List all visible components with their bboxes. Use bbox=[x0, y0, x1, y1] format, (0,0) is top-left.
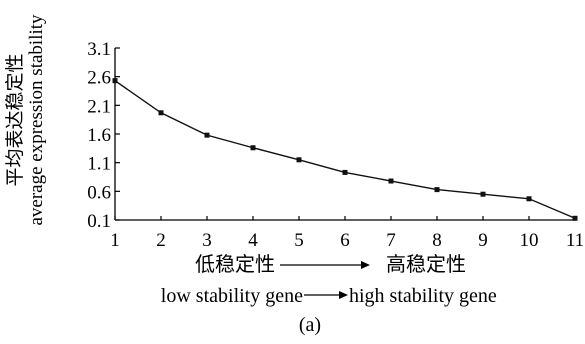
y-tick-label: 0.1 bbox=[87, 211, 111, 232]
data-point bbox=[112, 78, 118, 84]
x-tick-label: 10 bbox=[520, 230, 539, 251]
y-ticks: 0.1 0.6 1.1 1.6 2.1 2.6 3.1 bbox=[87, 39, 120, 232]
data-point bbox=[526, 196, 532, 202]
data-point bbox=[342, 169, 348, 175]
plot-area bbox=[112, 78, 578, 221]
data-point bbox=[204, 132, 210, 138]
x-tick-label: 7 bbox=[386, 230, 396, 251]
data-point bbox=[480, 191, 486, 197]
x-label-cn-right: 高稳定性 bbox=[386, 253, 466, 276]
x-tick-label: 5 bbox=[294, 230, 304, 251]
y-tick-label: 2.6 bbox=[87, 68, 111, 89]
x-label-en-left: low stability gene bbox=[161, 285, 303, 307]
x-tick-label: 6 bbox=[340, 230, 350, 251]
x-label-cn-arrowhead bbox=[361, 261, 370, 269]
x-tick-label: 11 bbox=[566, 230, 584, 251]
y-tick-label: 3.1 bbox=[87, 39, 111, 60]
series-line bbox=[114, 80, 576, 219]
x-ticks: 1 2 3 4 5 6 7 8 9 10 11 bbox=[110, 216, 584, 251]
x-label-cn-left: 低稳定性 bbox=[195, 253, 275, 276]
y-tick-label: 1.6 bbox=[87, 125, 111, 146]
data-point bbox=[388, 178, 394, 184]
x-tick-label: 9 bbox=[478, 230, 488, 251]
data-point bbox=[158, 110, 164, 116]
x-tick-label: 8 bbox=[432, 230, 442, 251]
data-point bbox=[434, 187, 440, 193]
x-label-en-arrowhead bbox=[339, 291, 348, 299]
figure-caption: (a) bbox=[299, 314, 321, 336]
y-tick-label: 0.6 bbox=[87, 182, 111, 203]
y-tick-label: 2.1 bbox=[87, 96, 111, 117]
x-tick-label: 3 bbox=[202, 230, 212, 251]
y-axis-label-en: average expression stability bbox=[26, 14, 47, 226]
data-point bbox=[250, 145, 256, 151]
y-axis-label-cn: 平均表达稳定性 bbox=[4, 53, 26, 186]
x-tick-label: 2 bbox=[156, 230, 166, 251]
x-tick-label: 4 bbox=[248, 230, 258, 251]
data-point bbox=[572, 215, 578, 221]
x-label-en-right: high stability gene bbox=[349, 285, 497, 307]
x-tick-label: 1 bbox=[110, 230, 120, 251]
y-tick-label: 1.1 bbox=[87, 154, 111, 175]
data-point bbox=[296, 157, 302, 163]
